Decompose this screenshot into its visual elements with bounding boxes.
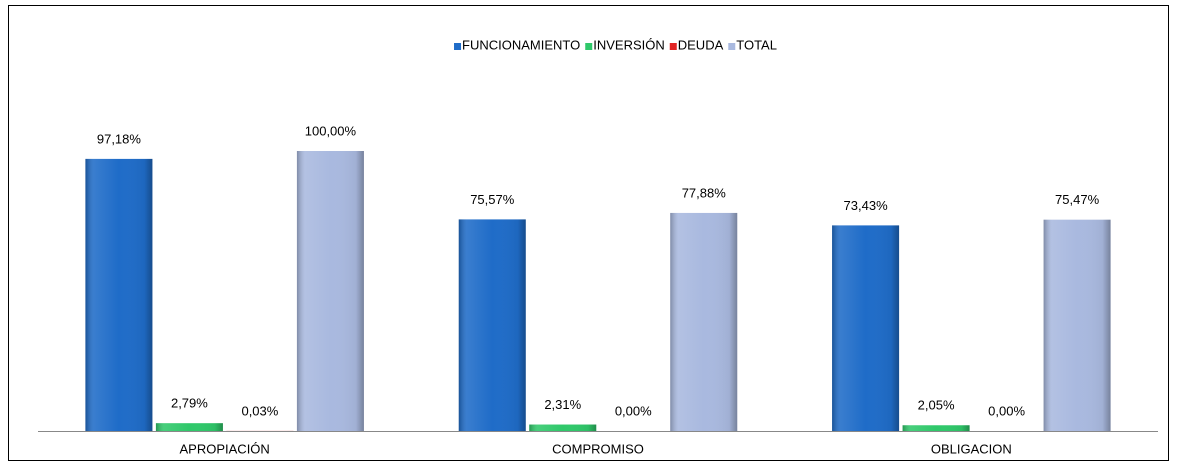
legend-swatch — [585, 43, 593, 50]
x-tick-label: COMPROMISO — [552, 441, 644, 456]
legend-label: INVERSIÓN — [593, 37, 665, 52]
data-label: 97,18% — [97, 131, 142, 146]
data-label: 77,88% — [682, 185, 727, 200]
data-label: 0,00% — [988, 403, 1025, 418]
chart-border — [8, 5, 1169, 461]
bar-shading — [902, 425, 970, 431]
data-label: 2,79% — [171, 396, 208, 411]
data-label: 75,47% — [1055, 192, 1100, 207]
legend-swatch — [669, 43, 677, 50]
data-label: 73,43% — [844, 198, 889, 213]
data-label: 2,05% — [918, 398, 955, 413]
data-label: 75,57% — [470, 192, 515, 207]
x-tick-label: OBLIGACION — [931, 441, 1012, 456]
legend-swatch — [454, 43, 462, 50]
bar-shading — [832, 225, 900, 431]
legend-label: FUNCIONAMIENTO — [462, 37, 580, 52]
bar-shading — [1043, 219, 1111, 431]
legend-label: DEUDA — [678, 37, 724, 52]
legend-label: TOTAL — [736, 37, 777, 52]
x-tick-label: APROPIACIÓN — [180, 441, 270, 456]
bar-shading — [155, 423, 223, 431]
data-label: 2,31% — [544, 397, 581, 412]
data-label: 0,00% — [615, 403, 652, 418]
data-label: 0,03% — [241, 403, 278, 418]
data-label: 100,00% — [305, 123, 357, 138]
bar-shading — [296, 151, 364, 431]
bar-shading — [670, 212, 738, 431]
bar-shading — [529, 424, 597, 431]
legend-swatch — [728, 43, 736, 50]
bar-shading — [85, 158, 153, 431]
bar-shading — [458, 219, 526, 431]
